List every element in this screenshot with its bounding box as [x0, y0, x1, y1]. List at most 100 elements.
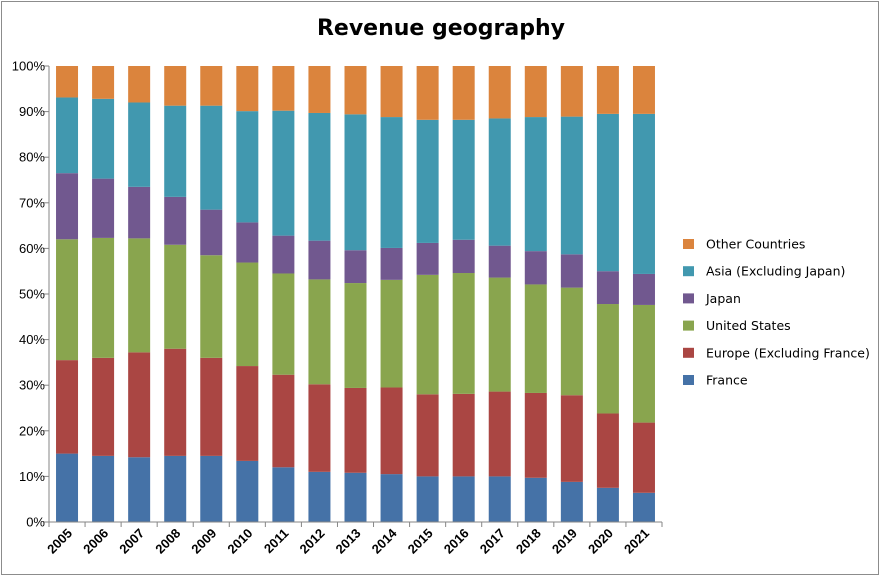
bar-segment-other-countries-2016: [452, 66, 475, 120]
bar-segment-other-countries-2010: [236, 66, 259, 112]
bar-segment-france-2007: [128, 457, 151, 522]
x-tick-label: 2020: [585, 526, 616, 557]
x-tick-label: 2021: [621, 526, 652, 557]
bar-segment-other-countries-2017: [488, 66, 511, 119]
x-tick-label: 2019: [549, 526, 580, 557]
bar-segment-france-2013: [344, 472, 367, 522]
bar-segment-europe-excluding-france-2008: [164, 348, 187, 456]
bar-segment-france-2011: [272, 467, 295, 522]
x-tick-label: 2012: [297, 526, 328, 557]
bar-segment-other-countries-2021: [632, 66, 655, 114]
x-tick-label: 2010: [224, 526, 255, 557]
x-tick-label: 2005: [44, 526, 75, 557]
bar-segment-japan-2019: [560, 254, 583, 288]
bar-segment-japan-2011: [272, 235, 295, 274]
bar-segment-japan-2005: [56, 173, 79, 240]
bar-segment-france-2019: [560, 481, 583, 522]
bar-segment-united-states-2006: [92, 237, 115, 358]
bar-segment-japan-2013: [344, 250, 367, 284]
bar-segment-united-states-2009: [200, 255, 223, 358]
legend-swatch: [683, 239, 694, 249]
bar-segment-united-states-2007: [128, 238, 151, 353]
bar-segment-other-countries-2009: [200, 66, 223, 106]
bar-segment-other-countries-2015: [416, 66, 439, 120]
bar-segment-france-2020: [596, 487, 619, 522]
bar-segment-japan-2016: [452, 239, 475, 274]
bar-segment-united-states-2005: [56, 239, 79, 361]
bar-segment-france-2010: [236, 460, 259, 522]
bar-segment-united-states-2021: [632, 304, 655, 423]
bar-segment-other-countries-2019: [560, 66, 583, 117]
x-tick-label: 2017: [477, 526, 508, 557]
legend: Other Countries Asia (Excluding Japan) Jap…: [683, 237, 870, 388]
bar-segment-france-2021: [632, 492, 655, 522]
bar-segment-europe-excluding-france-2015: [416, 394, 439, 477]
bar-segment-united-states-2020: [596, 304, 619, 414]
legend-swatch: [683, 293, 694, 304]
x-tick-label: 2014: [369, 525, 401, 557]
bar-segment-europe-excluding-france-2011: [272, 374, 295, 468]
bar-segment-asia-excluding-japan-2008: [164, 105, 187, 197]
bar-segment-europe-excluding-france-2009: [200, 357, 223, 456]
bar-segment-other-countries-2005: [56, 66, 79, 98]
bar-segment-france-2012: [308, 471, 331, 522]
bar-segment-france-2016: [452, 476, 475, 522]
bar-segment-united-states-2018: [524, 284, 547, 393]
bar-segment-asia-excluding-japan-2019: [560, 116, 583, 255]
legend-label: Japan: [705, 291, 741, 306]
y-tick-label: 30%: [19, 378, 45, 393]
bar-segment-united-states-2017: [488, 277, 511, 392]
bar-segment-united-states-2016: [452, 273, 475, 394]
bar-segment-japan-2015: [416, 242, 439, 275]
bar-segment-united-states-2013: [344, 283, 367, 388]
bar-segment-japan-2014: [380, 247, 403, 280]
legend-swatch: [683, 266, 694, 277]
bar-segment-france-2006: [92, 455, 115, 522]
bar-segment-japan-2010: [236, 222, 259, 263]
bar-segment-japan-2009: [200, 209, 223, 256]
bar-segment-united-states-2015: [416, 274, 439, 395]
y-tick-label: 100%: [12, 59, 46, 74]
legend-label: Europe (Excluding France): [706, 345, 870, 360]
bar-segment-japan-2008: [164, 196, 187, 245]
bar-segment-asia-excluding-japan-2005: [56, 97, 79, 174]
y-tick-label: 50%: [19, 287, 45, 302]
bar-segment-other-countries-2020: [596, 66, 619, 114]
y-tick-label: 60%: [19, 241, 45, 256]
x-tick-label: 2018: [513, 526, 544, 557]
legend-swatch: [683, 320, 694, 331]
y-tick-label: 90%: [19, 104, 45, 119]
x-tick-label: 2008: [152, 526, 183, 557]
bar-segment-japan-2007: [128, 186, 151, 239]
bar-segment-asia-excluding-japan-2010: [236, 111, 259, 223]
x-tick-label: 2006: [80, 526, 111, 557]
bar-segment-japan-2018: [524, 251, 547, 285]
y-tick-label: 80%: [19, 150, 45, 165]
legend-swatch: [683, 375, 694, 385]
bar-segment-other-countries-2014: [380, 66, 403, 118]
bar-segment-united-states-2010: [236, 262, 259, 367]
bar-segment-europe-excluding-france-2016: [452, 393, 475, 477]
bar-segment-france-2015: [416, 476, 439, 522]
bar-segment-france-2009: [200, 455, 223, 522]
bar-segment-europe-excluding-france-2018: [524, 392, 547, 478]
bar-segment-asia-excluding-japan-2020: [596, 113, 619, 272]
bar-segment-united-states-2011: [272, 273, 295, 375]
bar-segment-asia-excluding-japan-2021: [632, 113, 655, 274]
y-axis: 0% 10% 20% 30% 40% 50% 60% 70% 80% 90% 100%: [12, 59, 50, 530]
bar-segment-france-2017: [488, 476, 511, 522]
x-tick-label: 2009: [188, 526, 219, 557]
bar-segment-europe-excluding-france-2017: [488, 391, 511, 477]
bar-segment-france-2005: [56, 453, 79, 522]
bar-segment-other-countries-2012: [308, 66, 331, 113]
bar-segment-europe-excluding-france-2006: [92, 357, 115, 456]
bar-segment-united-states-2014: [380, 279, 403, 388]
bar-segment-japan-2006: [92, 178, 115, 238]
legend-label: Asia (Excluding Japan): [706, 264, 845, 279]
bar-segment-asia-excluding-japan-2007: [128, 102, 151, 187]
bar-segment-asia-excluding-japan-2013: [344, 114, 367, 251]
bar-segment-europe-excluding-france-2013: [344, 387, 367, 473]
x-tick-label: 2015: [405, 526, 436, 557]
bar-segment-europe-excluding-france-2020: [596, 413, 619, 488]
